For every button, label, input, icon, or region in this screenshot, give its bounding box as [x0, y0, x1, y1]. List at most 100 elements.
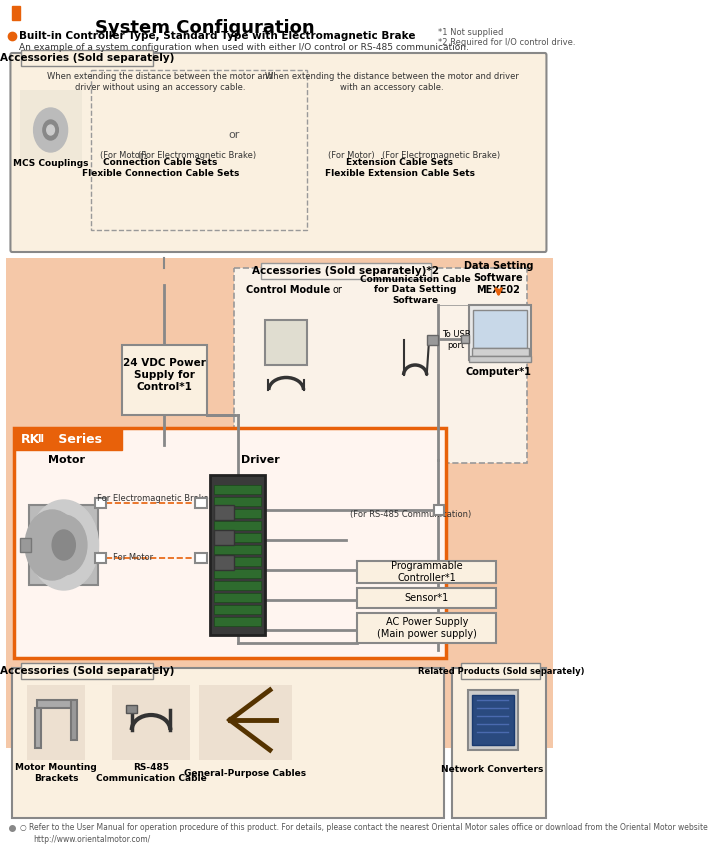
Bar [215, 521, 261, 530]
Bar [261, 263, 430, 279]
Bar [311, 70, 539, 230]
Text: General-Purpose Cables: General-Purpose Cables [184, 769, 307, 777]
Text: Communication Cable
for Data Setting
Software: Communication Cable for Data Setting Sof… [360, 275, 471, 305]
Bar [215, 617, 261, 626]
Bar [91, 70, 307, 230]
Bar [113, 685, 190, 760]
Text: (For Motor): (For Motor) [100, 151, 147, 159]
Text: RK: RK [21, 433, 40, 446]
Bar [358, 561, 496, 583]
Bar [427, 335, 438, 345]
Bar [95, 553, 106, 563]
Circle shape [29, 500, 98, 590]
Bar [125, 705, 137, 713]
Text: Accessories (Sold separately): Accessories (Sold separately) [0, 666, 174, 676]
Text: *1 Not supplied: *1 Not supplied [438, 27, 503, 37]
Bar [35, 708, 41, 748]
Bar [215, 509, 261, 518]
Bar [195, 553, 207, 563]
Bar [215, 593, 261, 602]
Bar [215, 505, 234, 520]
Bar [28, 685, 86, 760]
Text: Series: Series [55, 433, 103, 446]
Bar [29, 505, 98, 585]
Text: Motor: Motor [48, 455, 85, 465]
Bar [358, 613, 496, 643]
Bar [215, 605, 261, 614]
Text: Driver: Driver [241, 455, 280, 465]
Text: Motor Mounting
Brackets: Motor Mounting Brackets [15, 764, 97, 782]
Circle shape [40, 515, 87, 575]
Text: (For Motor): (For Motor) [328, 151, 375, 159]
Bar [462, 663, 540, 679]
Text: or: or [333, 285, 343, 295]
Bar [265, 320, 307, 365]
Bar [468, 690, 518, 750]
Bar [95, 498, 106, 508]
Bar [215, 545, 261, 554]
Text: Control Module: Control Module [246, 285, 330, 295]
Text: 24 VDC Power
Supply for
Control*1: 24 VDC Power Supply for Control*1 [122, 358, 205, 392]
Bar [12, 6, 20, 20]
Bar [13, 428, 446, 658]
Text: (For Electromagnetic Brake): (For Electromagnetic Brake) [382, 151, 500, 159]
Bar [435, 505, 444, 515]
Bar [199, 685, 292, 760]
Text: For Motor: For Motor [113, 554, 154, 562]
Bar [472, 348, 529, 356]
Text: ○ Refer to the User Manual for operation procedure of this product. For details,: ○ Refer to the User Manual for operation… [20, 824, 708, 832]
Bar [358, 588, 496, 608]
Bar [469, 356, 531, 362]
Bar [21, 663, 152, 679]
Text: System Configuration: System Configuration [95, 19, 314, 37]
Text: *2 Required for I/O control drive.: *2 Required for I/O control drive. [438, 38, 576, 46]
Bar [215, 485, 261, 494]
Text: (For Electromagnetic Brake): (For Electromagnetic Brake) [138, 151, 256, 159]
Circle shape [25, 510, 79, 580]
Text: Built-in Controller Type, Standard Type with Electromagnetic Brake: Built-in Controller Type, Standard Type … [19, 31, 416, 41]
Bar [215, 581, 261, 590]
Text: Programmable
Controller*1: Programmable Controller*1 [391, 561, 462, 583]
Circle shape [47, 125, 55, 135]
Text: RS-485
Communication Cable: RS-485 Communication Cable [96, 764, 207, 782]
Text: Network Converters: Network Converters [441, 765, 544, 775]
Text: Data Setting
Software
MEXE02: Data Setting Software MEXE02 [464, 261, 533, 295]
Bar [37, 700, 75, 708]
Text: or: or [229, 130, 240, 140]
Text: (For RS-485 Communication): (For RS-485 Communication) [350, 511, 471, 519]
Bar [20, 538, 31, 552]
Text: When extending the distance between the motor and
driver without using an access: When extending the distance between the … [47, 72, 273, 92]
Bar [13, 428, 122, 450]
Text: Accessories (Sold separately)*2: Accessories (Sold separately)*2 [252, 266, 439, 276]
Bar [6, 258, 553, 748]
Text: Sensor*1: Sensor*1 [404, 593, 449, 603]
Text: Related Products (Sold separately): Related Products (Sold separately) [418, 667, 584, 675]
Bar [215, 557, 261, 566]
Bar [234, 268, 527, 463]
Text: AC Power Supply
(Main power supply): AC Power Supply (Main power supply) [377, 617, 476, 638]
Text: To USB
port: To USB port [442, 330, 470, 350]
Bar [215, 533, 261, 542]
FancyBboxPatch shape [11, 53, 547, 252]
Bar [452, 668, 547, 818]
Bar [195, 498, 207, 508]
Bar [21, 50, 152, 66]
Bar [215, 569, 261, 578]
Circle shape [43, 120, 58, 140]
Text: Computer*1: Computer*1 [466, 367, 532, 377]
Text: Connection Cable Sets
Flexible Connection Cable Sets: Connection Cable Sets Flexible Connectio… [81, 159, 239, 177]
Bar [215, 530, 234, 545]
Text: Extension Cable Sets
Flexible Extension Cable Sets: Extension Cable Sets Flexible Extension … [325, 159, 474, 177]
Text: An example of a system configuration when used with either I/O control or RS-485: An example of a system configuration whe… [19, 43, 469, 51]
Bar [71, 700, 77, 740]
Bar [462, 335, 469, 343]
Text: http://www.orientalmotor.com/: http://www.orientalmotor.com/ [33, 836, 150, 844]
Bar [12, 668, 445, 818]
Bar [215, 555, 234, 570]
Circle shape [52, 530, 75, 560]
Text: For Electromagnetic Brake: For Electromagnetic Brake [97, 494, 208, 502]
Bar [210, 475, 265, 635]
Text: MCS Couplings: MCS Couplings [13, 159, 88, 167]
Text: II: II [38, 434, 45, 444]
Bar [469, 305, 531, 360]
